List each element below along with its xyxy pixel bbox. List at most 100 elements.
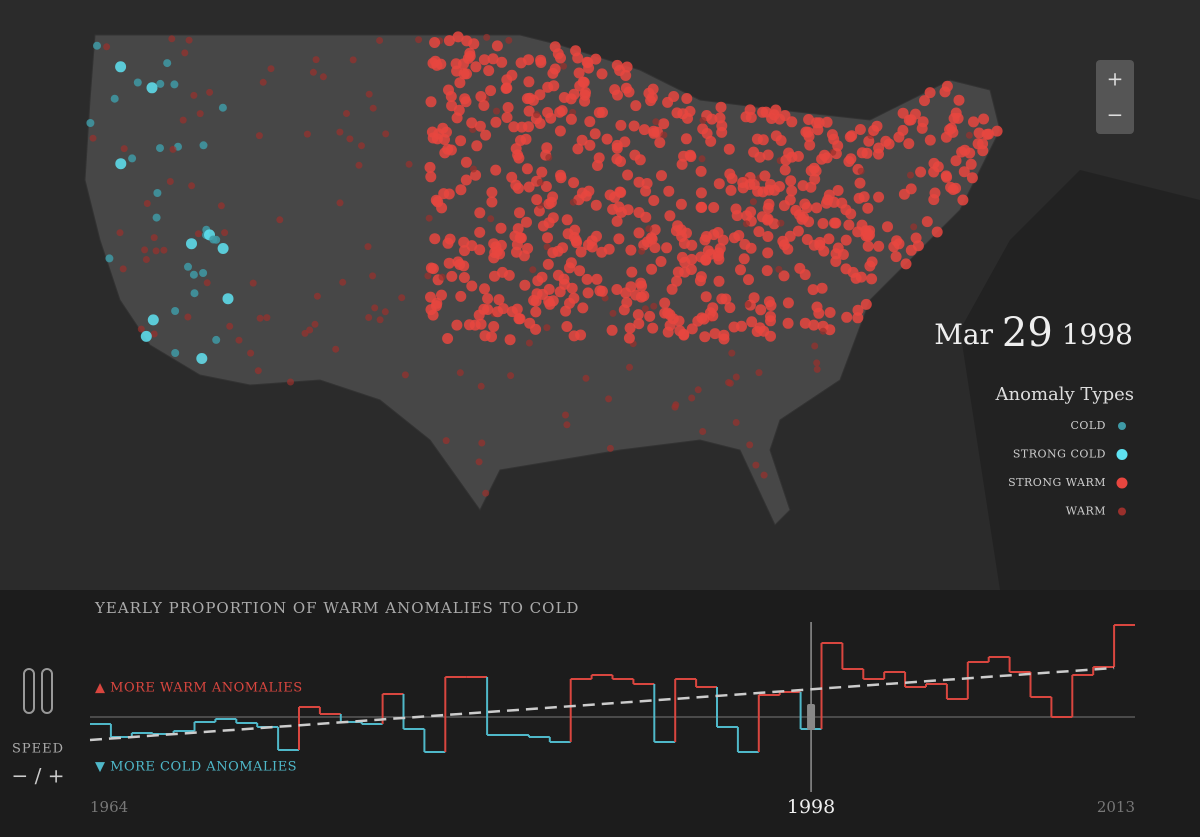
anomaly-dot (425, 96, 437, 108)
anomaly-dot (755, 369, 763, 377)
anomaly-dot (761, 265, 773, 277)
anomaly-dot (115, 158, 127, 170)
anomaly-dot (196, 353, 208, 364)
anomaly-dot (696, 201, 708, 213)
anomaly-dot (713, 275, 725, 287)
anomaly-dot (778, 270, 790, 282)
zoom-out[interactable]: − (1107, 103, 1124, 127)
anomaly-dot (194, 230, 202, 238)
zoom-control[interactable]: + − (1096, 60, 1134, 134)
anomaly-dot (953, 94, 965, 106)
anomaly-dot (190, 91, 198, 99)
anomaly-dot (365, 90, 373, 98)
anomaly-dot (948, 112, 960, 124)
anomaly-dot (910, 223, 918, 231)
anomaly-dot (486, 186, 498, 198)
anomaly-dot (666, 283, 678, 295)
anomaly-dot (483, 33, 491, 41)
anomaly-dot (381, 308, 389, 316)
anomaly-dot (675, 224, 687, 236)
anomaly-dot (882, 221, 893, 233)
anomaly-dot (784, 194, 796, 206)
anomaly-dot (542, 232, 553, 244)
anomaly-dot (460, 174, 472, 186)
anomaly-dot (903, 138, 915, 150)
anomaly-dot (597, 106, 608, 118)
anomaly-dot (840, 263, 852, 275)
anomaly-dot (718, 333, 730, 345)
anomaly-dot (536, 178, 544, 186)
anomaly-dot (152, 247, 160, 255)
anomaly-dot (840, 234, 852, 246)
anomaly-dot (947, 184, 959, 195)
anomaly-dot (640, 211, 652, 223)
anomaly-dot (425, 171, 437, 183)
anomaly-dot (562, 411, 569, 419)
anomaly-dot (582, 287, 594, 299)
anomaly-dot (276, 216, 284, 224)
anomaly-dot (593, 152, 605, 164)
anomaly-dot (688, 394, 696, 402)
anomaly-dot (728, 232, 740, 244)
anomaly-dot (583, 62, 595, 74)
anomaly-dot (615, 119, 627, 131)
speed-control[interactable]: − / + (12, 764, 65, 788)
anomaly-dot (376, 37, 384, 44)
anomaly-dot (429, 37, 441, 48)
anomaly-dot (568, 292, 580, 304)
anomaly-dot (805, 181, 817, 193)
anomaly-dot (549, 63, 561, 75)
anomaly-dot (584, 139, 596, 151)
anomaly-dot (425, 262, 437, 274)
anomaly-dot (212, 335, 221, 344)
anomaly-dot (628, 120, 640, 132)
anomaly-dot (355, 161, 363, 169)
anomaly-dot (698, 155, 706, 163)
anomaly-dot (968, 116, 979, 128)
anomaly-dot (163, 59, 172, 68)
anomaly-dot (723, 143, 735, 155)
anomaly-dot (686, 323, 698, 335)
anomaly-dot (777, 219, 785, 227)
anomaly-dot (438, 188, 450, 200)
warm-label: ▲ MORE WARM ANOMALIES (95, 681, 303, 696)
anomaly-dot (655, 256, 667, 267)
anomaly-dot (866, 273, 878, 285)
anomaly-dot (495, 222, 507, 234)
anomaly-dot (349, 56, 357, 64)
anomaly-dot (862, 202, 874, 214)
anomaly-dot (443, 84, 454, 96)
anomaly-dot (506, 171, 518, 183)
anomaly-dot (150, 330, 158, 338)
legend-swatch (1116, 449, 1128, 460)
anomaly-dot (709, 328, 721, 340)
anomaly-dot (405, 160, 413, 168)
anomaly-dot (86, 119, 95, 127)
anomaly-dot (217, 243, 229, 254)
anomaly-dot (978, 113, 990, 125)
anomaly-dot (574, 80, 586, 92)
anomaly-dot (860, 298, 872, 310)
anomaly-dot (343, 110, 350, 117)
anomaly-dot (611, 284, 623, 295)
x-tick-label: 1964 (90, 798, 128, 816)
anomaly-dot (808, 239, 820, 251)
pause-button[interactable] (23, 668, 53, 714)
current-handle (807, 704, 816, 730)
anomaly-dot (424, 161, 436, 173)
anomaly-dot (738, 253, 750, 265)
speed-label: SPEED (12, 742, 64, 757)
anomaly-dot (973, 127, 985, 139)
anomaly-dot (488, 238, 500, 250)
anomaly-dot (235, 336, 243, 344)
anomaly-dot (915, 166, 927, 178)
anomaly-dot (732, 373, 740, 381)
anomaly-dot (576, 134, 588, 146)
anomaly-dot (171, 349, 180, 357)
zoom-in[interactable]: + (1107, 67, 1124, 91)
anomaly-dot (185, 36, 193, 44)
anomaly-dot (556, 105, 568, 117)
anomaly-dot (496, 56, 508, 68)
anomaly-dot (535, 54, 547, 66)
